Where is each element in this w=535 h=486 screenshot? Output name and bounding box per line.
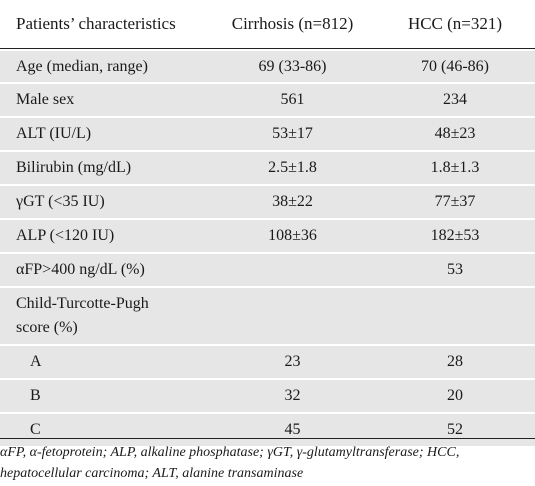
table-row: αFP>400 ng/dL (%) 53 (0, 252, 535, 286)
header-characteristics: Patients’ characteristics (0, 0, 210, 49)
hcc-cell: 53 (375, 252, 535, 286)
hcc-cell: 77±37 (375, 184, 535, 218)
row-label-text: Child-Turcotte-Pugh score (%) (16, 295, 149, 336)
cirrhosis-cell: 32 (210, 378, 375, 412)
table-row: B 32 20 (0, 378, 535, 412)
table-row: ALT (IU/L) 53±17 48±23 (0, 116, 535, 150)
cirrhosis-cell: 45 (210, 412, 375, 446)
table-row: Age (median, range) 69 (33-86) 70 (46-86… (0, 49, 535, 82)
hcc-cell: 20 (375, 378, 535, 412)
hcc-cell: 28 (375, 344, 535, 378)
hcc-cell: 70 (46-86) (375, 49, 535, 82)
row-label: B (0, 378, 210, 412)
cirrhosis-cell: 2.5±1.8 (210, 150, 375, 184)
row-label: γGT (<35 IU) (0, 184, 210, 218)
header-cirrhosis: Cirrhosis (n=812) (210, 0, 375, 49)
row-label: A (0, 344, 210, 378)
table-row: Child-Turcotte-Pugh score (%) (0, 286, 535, 344)
cirrhosis-cell: 561 (210, 82, 375, 116)
row-label: Male sex (0, 82, 210, 116)
cirrhosis-cell: 108±36 (210, 218, 375, 252)
hcc-cell: 1.8±1.3 (375, 150, 535, 184)
table-row: A 23 28 (0, 344, 535, 378)
row-label: Age (median, range) (0, 49, 210, 82)
patient-characteristics-table: Patients’ characteristics Cirrhosis (n=8… (0, 0, 535, 446)
cirrhosis-cell (210, 286, 375, 344)
table-row: Male sex 561 234 (0, 82, 535, 116)
cirrhosis-cell: 69 (33-86) (210, 49, 375, 82)
table-row: γGT (<35 IU) 38±22 77±37 (0, 184, 535, 218)
table-footnote: αFP, α-fetoprotein; ALP, alkaline phosph… (0, 445, 460, 481)
hcc-cell: 234 (375, 82, 535, 116)
header-hcc: HCC (n=321) (375, 0, 535, 49)
row-label: αFP>400 ng/dL (%) (0, 252, 210, 286)
hcc-cell (375, 286, 535, 344)
row-label: Bilirubin (mg/dL) (0, 150, 210, 184)
cirrhosis-cell (210, 252, 375, 286)
row-label: Child-Turcotte-Pugh score (%) (0, 286, 210, 344)
hcc-cell: 48±23 (375, 116, 535, 150)
table-row: C 45 52 (0, 412, 535, 446)
table-bottom-rule (0, 438, 535, 439)
cirrhosis-cell: 53±17 (210, 116, 375, 150)
cirrhosis-cell: 38±22 (210, 184, 375, 218)
cirrhosis-cell: 23 (210, 344, 375, 378)
table-row: Bilirubin (mg/dL) 2.5±1.8 1.8±1.3 (0, 150, 535, 184)
table-row: ALP (<120 IU) 108±36 182±53 (0, 218, 535, 252)
row-label: C (0, 412, 210, 446)
hcc-cell: 52 (375, 412, 535, 446)
row-label: ALT (IU/L) (0, 116, 210, 150)
hcc-cell: 182±53 (375, 218, 535, 252)
row-label: ALP (<120 IU) (0, 218, 210, 252)
header-row: Patients’ characteristics Cirrhosis (n=8… (0, 0, 535, 49)
